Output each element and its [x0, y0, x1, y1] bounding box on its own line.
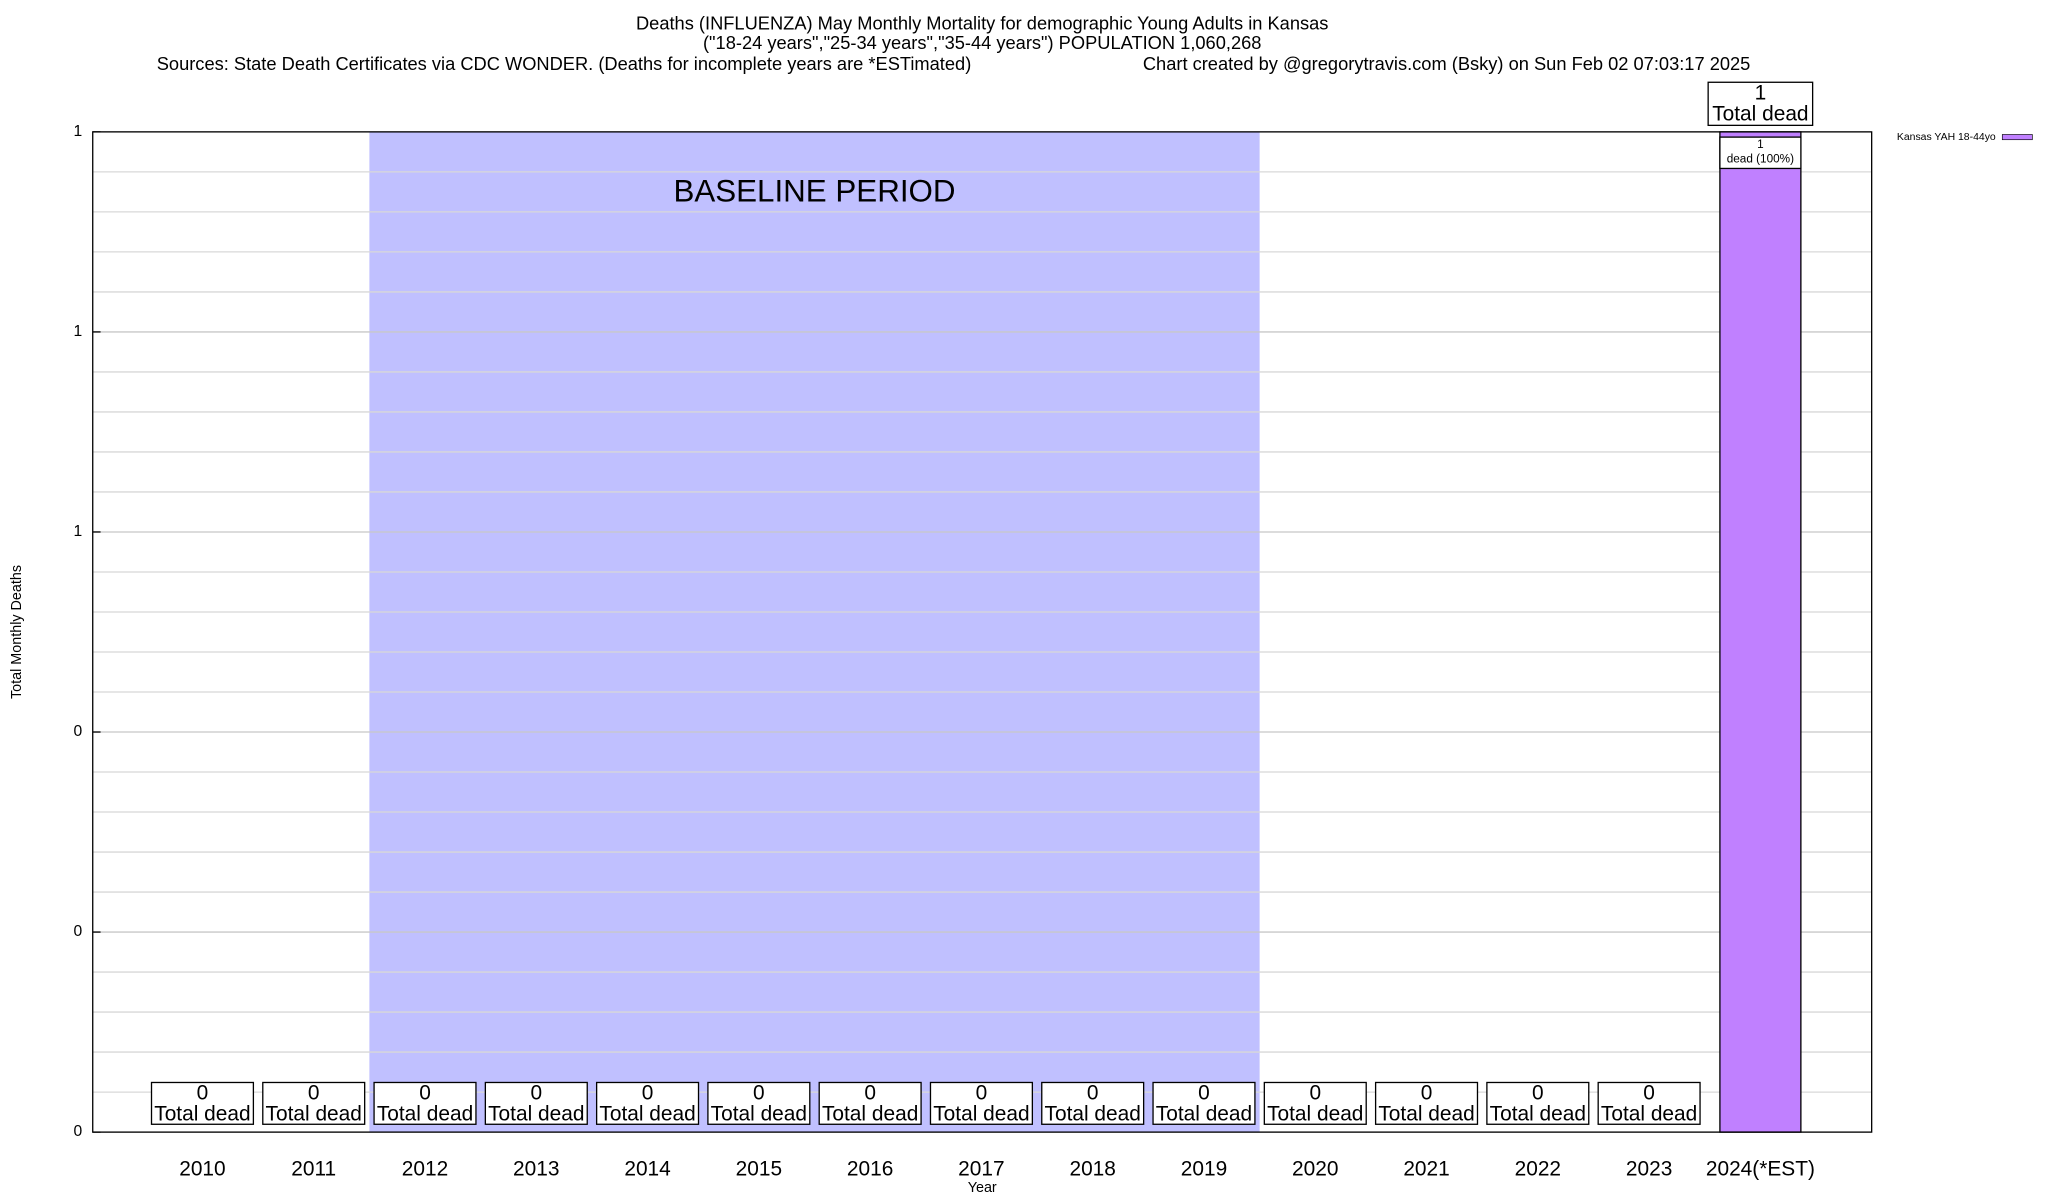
- label-box: [595, 1081, 700, 1125]
- total-text: Total dead: [266, 1103, 362, 1126]
- chart-subtitle: ("18-24 years","25-34 years","35-44 year…: [703, 32, 1261, 53]
- credit-note: Chart created by @gregorytravis.com (Bsk…: [1143, 53, 1751, 74]
- total-text: Total dead: [1601, 1103, 1697, 1126]
- x-tick-label: 2021: [1403, 1157, 1449, 1180]
- data-label: 0: [976, 1082, 988, 1105]
- data-label: 0: [308, 1082, 320, 1105]
- total-text: Total dead: [1267, 1103, 1363, 1126]
- total-text: Total dead: [1378, 1103, 1474, 1126]
- total-text: Total dead: [154, 1103, 250, 1126]
- bar: [1719, 131, 1802, 1133]
- label-box: [150, 1081, 255, 1125]
- label-box: [1374, 1081, 1479, 1125]
- total-text: Total dead: [488, 1103, 584, 1126]
- total-text: Total dead: [933, 1103, 1029, 1126]
- label-box: [707, 1081, 811, 1125]
- y-tick-label: 0: [74, 723, 83, 740]
- label-box: [1263, 1081, 1367, 1125]
- data-label: 0: [1643, 1082, 1655, 1105]
- label-box: [1707, 81, 1814, 127]
- data-label: 0: [1087, 1082, 1099, 1105]
- y-tick-label: 1: [74, 323, 83, 340]
- total-text: Total dead: [822, 1103, 918, 1126]
- plot-frame: [92, 131, 1873, 1133]
- y-axis-title: Total Monthly Deaths: [9, 565, 25, 699]
- data-label: 0: [864, 1082, 876, 1105]
- data-label: 0: [642, 1082, 654, 1105]
- label-box: [262, 1081, 366, 1125]
- total-text: Total dead: [1490, 1103, 1586, 1126]
- data-label: 1: [1755, 82, 1767, 105]
- total-text: Total dead: [377, 1103, 473, 1126]
- x-tick-label: 2016: [847, 1157, 893, 1180]
- total-text: Total dead: [1045, 1103, 1141, 1126]
- data-label: 0: [1198, 1082, 1210, 1105]
- label-box: [1719, 136, 1802, 170]
- x-tick-label: 2012: [402, 1157, 448, 1180]
- x-tick-label: 2018: [1069, 1157, 1115, 1180]
- total-text: Total dead: [1156, 1103, 1252, 1126]
- total-text: Total dead: [711, 1103, 807, 1126]
- label-box: [1041, 1081, 1145, 1125]
- x-tick-label: 2015: [736, 1157, 782, 1180]
- baseline-label: BASELINE PERIOD: [673, 174, 955, 209]
- y-tick-label: 1: [74, 123, 83, 140]
- legend-swatch: [2001, 134, 2033, 141]
- share-label: dead (100%): [1727, 152, 1794, 165]
- label-box: [1597, 1081, 1701, 1125]
- chart-title: Deaths (INFLUENZA) May Monthly Mortality…: [636, 13, 1328, 34]
- x-tick-label: 2019: [1181, 1157, 1227, 1180]
- x-tick-label: 2022: [1515, 1157, 1561, 1180]
- data-label: 0: [753, 1082, 765, 1105]
- x-tick-label: 2024(*EST): [1706, 1157, 1815, 1180]
- legend-label: Kansas YAH 18-44yo: [1897, 132, 1996, 143]
- label-box: [1486, 1081, 1590, 1125]
- data-label: 1: [1757, 138, 1764, 151]
- x-tick-label: 2014: [624, 1157, 670, 1180]
- y-tick-label: 0: [74, 1123, 83, 1140]
- x-axis-title: Year: [968, 1180, 997, 1196]
- label-box: [484, 1081, 588, 1125]
- x-tick-label: 2010: [179, 1157, 225, 1180]
- label-box: [818, 1081, 922, 1125]
- label-box: [929, 1081, 1034, 1125]
- label-box: [1152, 1081, 1256, 1125]
- baseline-band: [369, 131, 1260, 1133]
- source-note: Sources: State Death Certificates via CD…: [157, 53, 972, 74]
- data-label: 0: [530, 1082, 542, 1105]
- total-text: Total dead: [1712, 102, 1808, 125]
- data-label: 0: [1532, 1082, 1544, 1105]
- data-label: 0: [1309, 1082, 1321, 1105]
- label-box: [373, 1081, 477, 1125]
- x-tick-label: 2023: [1626, 1157, 1672, 1180]
- x-tick-label: 2017: [958, 1157, 1004, 1180]
- x-tick-label: 2013: [513, 1157, 559, 1180]
- data-label: 0: [1421, 1082, 1433, 1105]
- x-tick-label: 2011: [291, 1157, 336, 1180]
- y-tick-label: 0: [74, 923, 83, 940]
- data-label: 0: [419, 1082, 431, 1105]
- total-text: Total dead: [599, 1103, 695, 1126]
- data-label: 0: [197, 1082, 209, 1105]
- x-tick-label: 2020: [1292, 1157, 1338, 1180]
- y-tick-label: 1: [74, 523, 83, 540]
